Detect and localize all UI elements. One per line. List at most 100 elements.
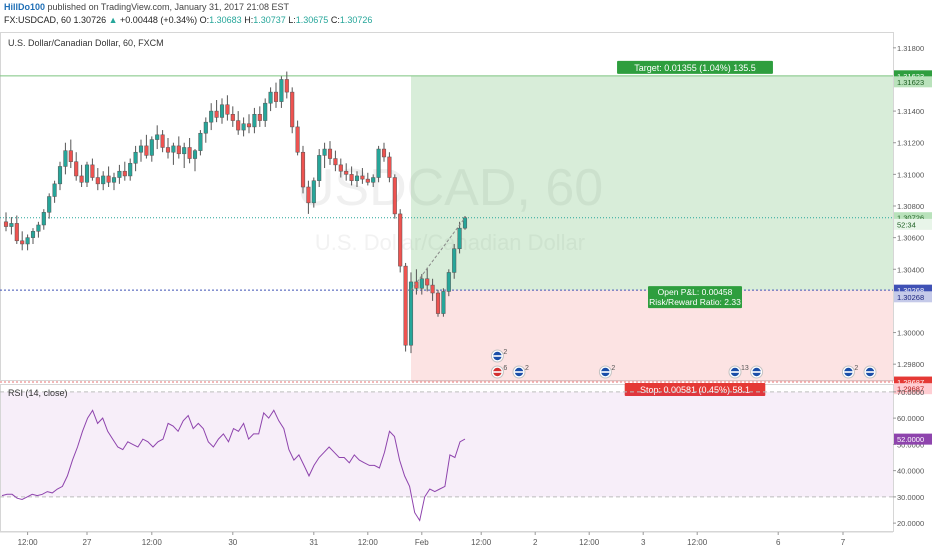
watermark-name: U.S. Dollar/Canadian Dollar bbox=[315, 230, 585, 255]
candle-body bbox=[225, 104, 230, 115]
candle-body bbox=[349, 174, 354, 181]
candle-body bbox=[84, 164, 90, 183]
candle-body bbox=[273, 91, 279, 102]
price-change: +0.00448 (+0.34%) bbox=[120, 15, 198, 25]
candle-body bbox=[149, 139, 154, 156]
rr-label: Risk/Reward Ratio: 2.33 bbox=[649, 297, 741, 307]
price-tick-label: 1.30000 bbox=[897, 329, 924, 338]
price-tick-label: 1.31200 bbox=[897, 139, 924, 148]
candle-body bbox=[155, 134, 160, 140]
ohlc-line: FX:USDCAD, 60 1.30726 ▲ +0.00448 (+0.34%… bbox=[4, 15, 372, 25]
candle-body bbox=[111, 177, 117, 183]
candle-body bbox=[47, 196, 52, 213]
rsi-tick-label: 20.0000 bbox=[897, 519, 924, 528]
time-tick-label: 6 bbox=[776, 538, 781, 547]
price-tick-label: 1.31800 bbox=[897, 44, 924, 53]
candle-body bbox=[452, 248, 457, 273]
candle-body bbox=[257, 114, 262, 121]
candle-body bbox=[144, 145, 149, 156]
entry-axis-label: 1.30268 bbox=[897, 286, 924, 295]
stop-axis-label-2-bg bbox=[894, 383, 932, 395]
candle-body bbox=[311, 180, 316, 204]
candle-body bbox=[14, 223, 19, 242]
candle-body bbox=[203, 121, 208, 134]
pnl-box bbox=[648, 286, 742, 309]
candle-body bbox=[3, 221, 9, 227]
time-tick-label: 12:00 bbox=[687, 538, 708, 547]
time-tick-label: 12:00 bbox=[142, 538, 163, 547]
change-up-icon: ▲ bbox=[108, 15, 118, 25]
countdown-axis-label-bg bbox=[894, 218, 932, 230]
candle-body bbox=[117, 170, 122, 178]
candle-body bbox=[209, 110, 214, 123]
target-axis-label-2: 1.31623 bbox=[897, 78, 924, 87]
publisher-line: HillDo100 published on TradingView.com, … bbox=[4, 2, 289, 12]
last-price-axis-label-bg bbox=[894, 212, 932, 224]
candle-body bbox=[371, 177, 376, 183]
candle-body bbox=[446, 272, 451, 292]
entry-axis-label-2-bg bbox=[894, 291, 932, 303]
candle-body bbox=[219, 104, 225, 118]
candle-body bbox=[322, 148, 327, 156]
event-marker-stripe bbox=[844, 371, 853, 373]
symbol-label: FX:USDCAD, 60 bbox=[4, 15, 72, 25]
candle-body bbox=[30, 231, 36, 238]
event-marker-stripe bbox=[493, 355, 502, 357]
candle-body bbox=[268, 91, 273, 104]
candle-body bbox=[419, 278, 424, 289]
candle-body bbox=[57, 166, 63, 185]
candle-body bbox=[133, 151, 138, 164]
price-tick-label: 1.29800 bbox=[897, 360, 924, 369]
candle-body bbox=[263, 102, 268, 121]
candle-body bbox=[9, 223, 14, 227]
watermark-symbol: USDCAD, 60 bbox=[297, 159, 603, 217]
candle-body bbox=[462, 217, 468, 229]
candle-body bbox=[284, 79, 289, 93]
high-value: 1.30737 bbox=[253, 15, 286, 25]
candle-body bbox=[252, 114, 257, 128]
pnl-label: Open P&L: 0.00458 bbox=[658, 287, 733, 297]
rsi-band bbox=[1, 391, 893, 497]
candle-body bbox=[192, 150, 198, 159]
target-axis-label-bg bbox=[894, 70, 932, 82]
candle-body bbox=[236, 120, 241, 131]
candle-body bbox=[171, 145, 176, 153]
time-tick-label: 12:00 bbox=[18, 538, 39, 547]
candle-body bbox=[279, 79, 284, 102]
candle-body bbox=[365, 178, 370, 183]
countdown-axis-label: 52:34 bbox=[897, 220, 916, 229]
candle-body bbox=[41, 212, 46, 226]
candle-body bbox=[338, 164, 343, 172]
candle-body bbox=[20, 240, 25, 245]
candle-body bbox=[106, 175, 111, 183]
high-label: H: bbox=[244, 15, 254, 25]
stop-axis-label: 1.29687 bbox=[897, 378, 924, 387]
rsi-tick-label: 50.0000 bbox=[897, 440, 924, 449]
candle-body bbox=[392, 177, 397, 215]
open-value: 1.30683 bbox=[209, 15, 242, 25]
event-marker-stripe bbox=[752, 371, 761, 373]
chart-header: HillDo100 published on TradingView.com, … bbox=[0, 0, 932, 30]
publisher-username[interactable]: HillDo100 bbox=[4, 2, 46, 12]
chart-title: U.S. Dollar/Canadian Dollar, 60, FXCM bbox=[8, 38, 164, 48]
candle-body bbox=[408, 281, 414, 346]
time-tick-label: 12:00 bbox=[471, 538, 492, 547]
event-count: 13 bbox=[741, 365, 749, 372]
candle-body bbox=[25, 237, 30, 245]
stop-label-bg bbox=[624, 383, 766, 397]
candle-body bbox=[246, 123, 252, 128]
rsi-line bbox=[1, 409, 466, 522]
candle-body bbox=[290, 91, 295, 128]
candle-body bbox=[95, 177, 100, 185]
price-tick-label: 1.30600 bbox=[897, 234, 924, 243]
close-label: C: bbox=[330, 15, 340, 25]
last-price: 1.30726 bbox=[73, 15, 107, 25]
candle-body bbox=[435, 292, 441, 314]
candle-body bbox=[295, 126, 300, 153]
time-tick-label: 2 bbox=[533, 538, 538, 547]
time-tick-label: 31 bbox=[309, 538, 318, 547]
candle-body bbox=[425, 278, 430, 286]
candle-body bbox=[241, 123, 246, 131]
candle-body bbox=[165, 147, 171, 153]
